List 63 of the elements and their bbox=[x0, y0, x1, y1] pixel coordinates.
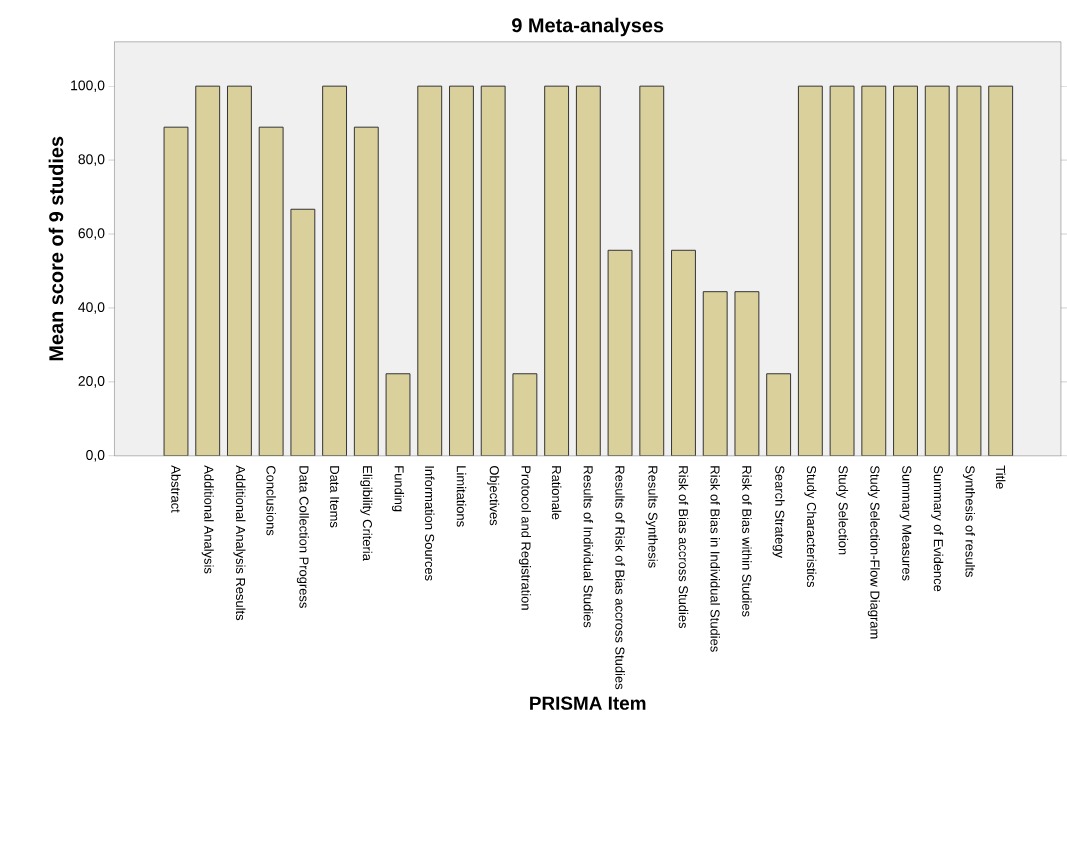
y-tick-label: 60,0 bbox=[78, 228, 105, 240]
bar bbox=[671, 250, 696, 456]
bar bbox=[608, 250, 632, 456]
bar bbox=[290, 209, 315, 456]
chart-title: 9 Meta-analyses bbox=[512, 17, 664, 37]
x-tick-label: Study Characteristics bbox=[804, 465, 817, 588]
x-tick-label: Summary Measures bbox=[899, 465, 912, 581]
x-tick-label: Data Items bbox=[330, 466, 340, 528]
bar bbox=[259, 127, 284, 456]
bar bbox=[830, 86, 855, 456]
x-tick-label: Study Selection bbox=[836, 465, 849, 555]
x-tick-label: Eligibility Criteria bbox=[360, 466, 373, 561]
bar bbox=[195, 86, 220, 456]
bar bbox=[798, 86, 823, 456]
y-tick-label: 80,0 bbox=[78, 154, 105, 166]
bar bbox=[227, 86, 252, 456]
x-axis-title: PRISMA Item bbox=[530, 696, 646, 710]
bar bbox=[449, 86, 474, 456]
y-tick-label: 40,0 bbox=[78, 302, 105, 314]
bar bbox=[481, 86, 506, 456]
x-tick-label: Rationale bbox=[551, 466, 562, 520]
x-tick-label: Results of Individual Studies bbox=[583, 466, 594, 628]
bar bbox=[893, 86, 918, 456]
x-tick-label: Data Collection Progress bbox=[296, 466, 309, 608]
x-tick-label: Title bbox=[995, 465, 1006, 489]
x-tick-label: Risk of Bias in Individual Studies bbox=[710, 466, 720, 652]
bar bbox=[417, 86, 442, 456]
y-tick-label: 20,0 bbox=[78, 376, 105, 388]
bar bbox=[925, 86, 950, 456]
x-tick-label: Limitations bbox=[456, 466, 467, 527]
x-tick-label: Synthesis of results bbox=[962, 465, 975, 578]
bar bbox=[703, 291, 728, 456]
bar bbox=[861, 86, 886, 456]
x-tick-label: Search Strategy bbox=[772, 465, 785, 559]
bar bbox=[576, 86, 601, 456]
x-tick-label: Results Synthesis bbox=[645, 466, 658, 568]
bar bbox=[386, 373, 410, 456]
bar bbox=[164, 127, 188, 456]
bar bbox=[639, 86, 664, 456]
x-tick-label: Abstract bbox=[171, 465, 181, 513]
bar bbox=[322, 86, 347, 456]
x-tick-label: Study Selection-Flow Diagram bbox=[867, 465, 880, 639]
bar bbox=[512, 373, 537, 456]
bar bbox=[544, 86, 569, 456]
y-tick-label: 100,0 bbox=[71, 80, 105, 92]
x-tick-label: Risk of Bias accross Studies bbox=[678, 466, 689, 629]
x-tick-label: Summary of Evidence bbox=[931, 465, 944, 592]
bar bbox=[354, 127, 379, 456]
x-tick-label: Information Sources bbox=[424, 466, 435, 581]
x-tick-label: Additional Analysis Results bbox=[233, 465, 246, 621]
bar bbox=[734, 291, 759, 456]
y-axis-title: Mean score of 9 studies bbox=[48, 136, 64, 361]
y-tick-label: 0,0 bbox=[86, 450, 105, 462]
x-tick-label: Additional Analysis bbox=[201, 465, 214, 574]
bar bbox=[988, 85, 1014, 456]
x-tick-label: Results of Risk of Bias accross Studies bbox=[615, 466, 625, 690]
x-tick-label: Conclusions bbox=[266, 465, 276, 536]
bar bbox=[766, 373, 791, 456]
bar bbox=[957, 86, 981, 456]
x-tick-label: Risk of Bias within Studies bbox=[742, 466, 752, 617]
x-tick-label: Funding bbox=[391, 466, 405, 512]
x-tick-label: Protocol and Registration bbox=[518, 466, 531, 610]
x-tick-label: Objectives bbox=[487, 465, 500, 526]
